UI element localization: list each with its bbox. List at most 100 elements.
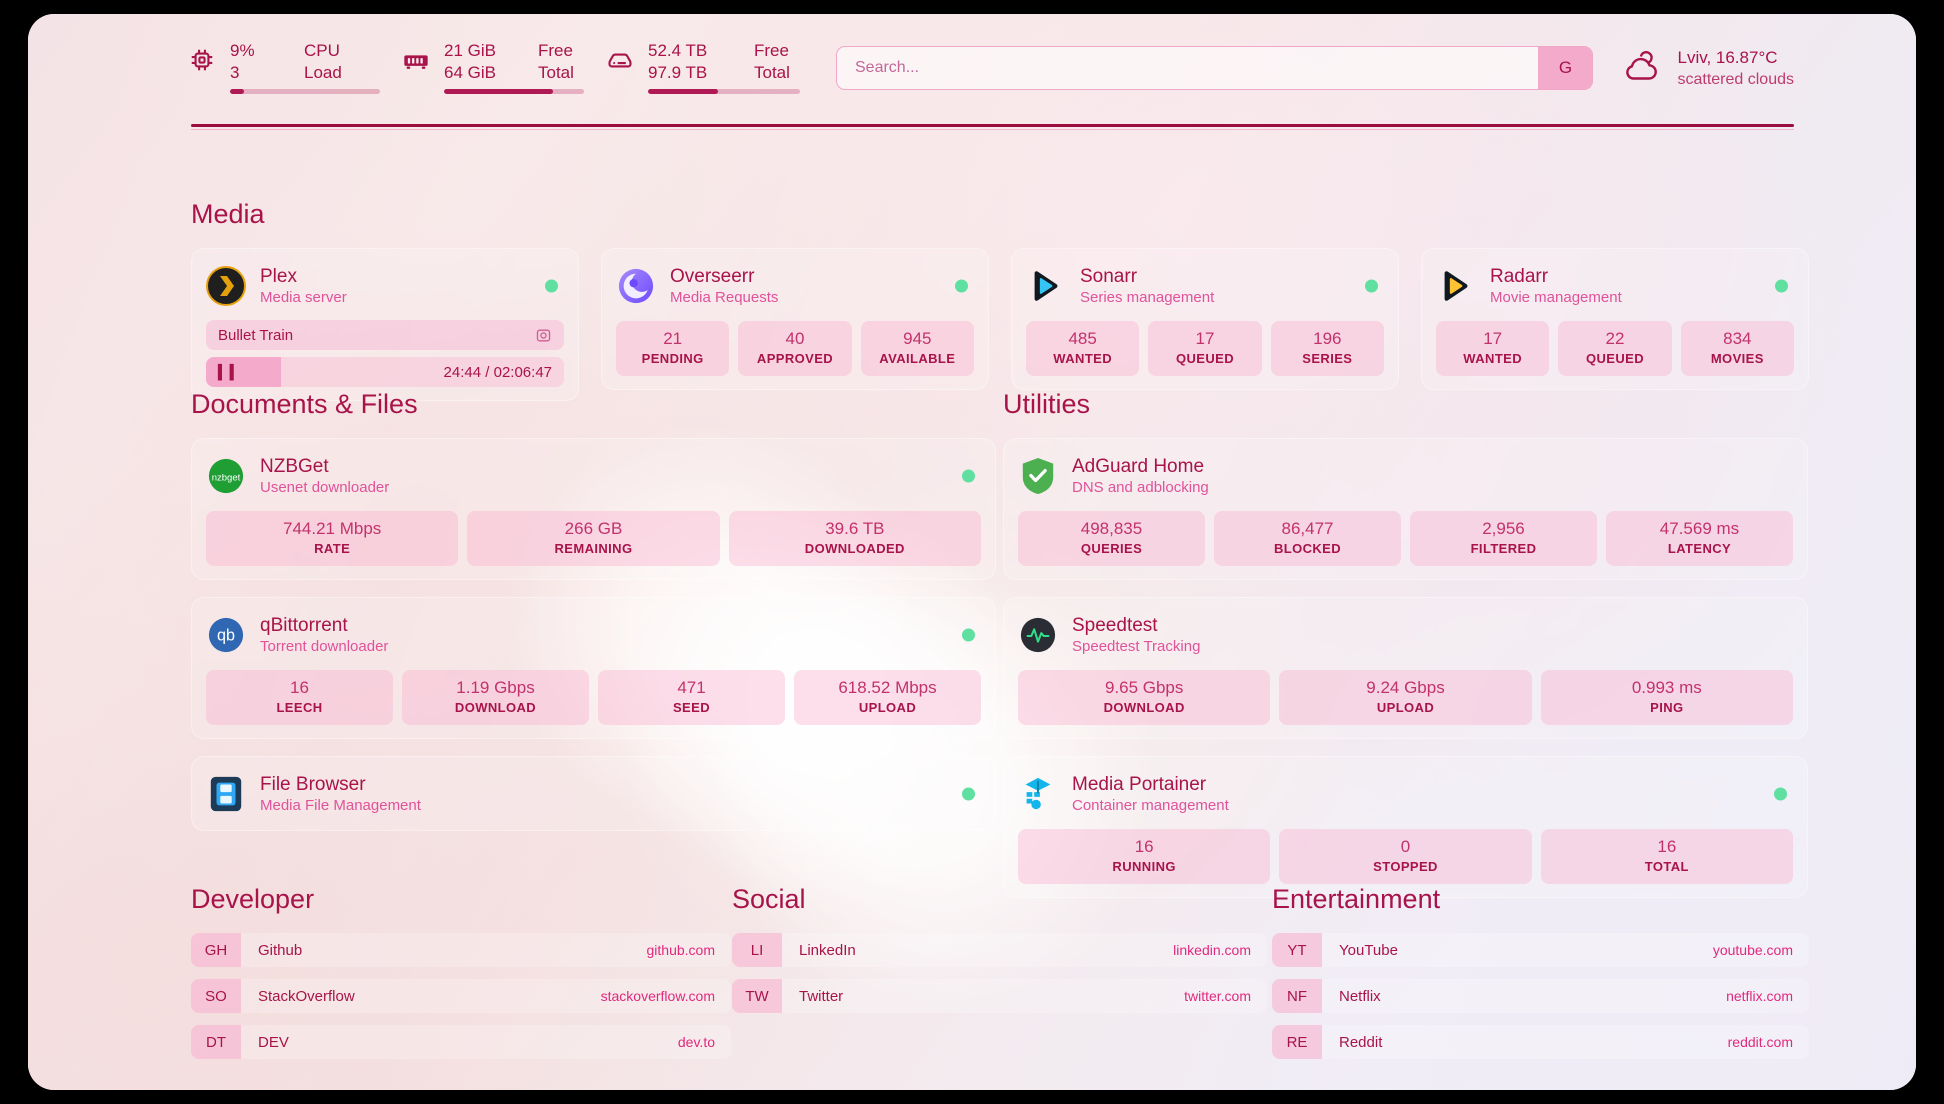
stat-chip: 40 APPROVED xyxy=(738,321,852,376)
cpu-usage-bar xyxy=(230,89,380,94)
bookmark-title-social: Social xyxy=(732,884,806,914)
file-browser-subtitle: Media File Management xyxy=(260,796,421,814)
stat-chip: 16 LEECH xyxy=(206,670,393,725)
plex-icon xyxy=(206,266,246,306)
search-submit-button[interactable]: G xyxy=(1538,47,1593,89)
weather-widget[interactable]: Lviv, 16.87°C scattered clouds xyxy=(1621,47,1794,90)
bookmark-item-reddit[interactable]: RE Reddit reddit.com xyxy=(1272,1025,1809,1059)
stat-chip: 498,835 QUERIES xyxy=(1018,511,1205,566)
stat-label: AVAILABLE xyxy=(879,351,956,366)
qbittorrent-icon: qb xyxy=(206,615,246,655)
now-playing-title: Bullet Train xyxy=(218,326,294,344)
status-indicator-online xyxy=(962,469,975,483)
stat-value: 1.19 Gbps xyxy=(456,678,535,697)
bookmark-badge: TW xyxy=(732,979,782,1013)
status-indicator-online xyxy=(962,628,975,642)
cast-icon[interactable] xyxy=(535,327,552,344)
nzbget-subtitle: Usenet downloader xyxy=(260,478,390,496)
stat-label: DOWNLOAD xyxy=(454,700,537,715)
service-card-adguard-home[interactable]: AdGuard Home DNS and adblocking 498,835 … xyxy=(1003,438,1808,580)
stat-label: QUEUED xyxy=(1585,351,1644,366)
adguard-name: AdGuard Home xyxy=(1072,455,1205,477)
portainer-name: Media Portainer xyxy=(1072,773,1207,795)
stat-label: RATE xyxy=(314,541,351,556)
stat-label: PENDING xyxy=(641,351,704,366)
stat-chip: 17 WANTED xyxy=(1436,321,1550,376)
weather-condition: scattered clouds xyxy=(1677,70,1794,88)
service-card-radarr[interactable]: Radarr Movie management 17 WANTED 22 QUE… xyxy=(1421,248,1809,390)
now-playing-progress[interactable]: ▍▍ 24:44 / 02:06:47 xyxy=(206,357,564,387)
stat-value: 39.6 TB xyxy=(825,519,885,538)
bookmark-item-youtube[interactable]: YT YouTube youtube.com xyxy=(1272,933,1809,967)
bookmark-item-netflix[interactable]: NF Netflix netflix.com xyxy=(1272,979,1809,1013)
service-card-media-portainer[interactable]: Media Portainer Container management 16 … xyxy=(1003,756,1808,898)
service-card-file-browser[interactable]: File Browser Media File Management xyxy=(191,756,996,831)
stat-label: QUEUED xyxy=(1175,351,1234,366)
bookmark-badge: SO xyxy=(191,979,241,1013)
stat-chip: 2,956 FILTERED xyxy=(1410,511,1597,566)
memory-icon xyxy=(402,46,430,74)
bookmark-url: dev.to xyxy=(677,1034,715,1050)
stat-cpu: 9% 3 CPU Load xyxy=(188,40,380,96)
dashboard-window: 9% 3 CPU Load xyxy=(28,14,1916,1090)
stat-label: SEED xyxy=(672,700,710,715)
bookmark-item-linkedin[interactable]: LI LinkedIn linkedin.com xyxy=(732,933,1267,967)
section-utilities: Utilities AdGuard Home DNS and adblockin… xyxy=(1003,389,1808,898)
cpu-label-bottom: Load xyxy=(304,63,342,82)
stat-label: WANTED xyxy=(1463,351,1523,366)
stat-value: 0 xyxy=(1400,837,1411,856)
service-card-plex[interactable]: Plex Media server Bullet Train xyxy=(191,248,579,401)
stat-label: TOTAL xyxy=(1644,859,1689,874)
stat-value: 16 xyxy=(1134,837,1154,856)
cpu-value-bottom: 3 xyxy=(230,63,240,82)
stat-chip: 0.993 ms PING xyxy=(1540,670,1793,725)
stat-chip: 471 SEED xyxy=(598,670,785,725)
service-card-overseerr[interactable]: Overseerr Media Requests 21 PENDING 40 A… xyxy=(601,248,989,390)
stat-chip: 47.569 ms LATENCY xyxy=(1606,511,1793,566)
stat-value: 2,956 xyxy=(1482,519,1525,538)
stat-chip: 1.19 Gbps DOWNLOAD xyxy=(402,670,589,725)
stat-value: 9.24 Gbps xyxy=(1366,678,1445,697)
weather-location-temp: Lviv, 16.87°C xyxy=(1677,47,1778,67)
stat-value: 471 xyxy=(677,678,706,697)
radarr-name: Radarr xyxy=(1490,265,1549,287)
overseerr-icon xyxy=(616,266,656,306)
search-bar[interactable]: G xyxy=(836,46,1594,90)
bookmark-item-stackoverflow[interactable]: SO StackOverflow stackoverflow.com xyxy=(191,979,731,1013)
memory-value-bottom: 64 GiB xyxy=(444,63,496,82)
bookmark-badge: DT xyxy=(191,1025,241,1059)
file-browser-icon xyxy=(206,774,246,814)
memory-label-bottom: Total xyxy=(538,63,574,82)
portainer-subtitle: Container management xyxy=(1072,796,1229,814)
bookmark-badge: RE xyxy=(1272,1025,1322,1059)
speedtest-name: Speedtest xyxy=(1072,614,1158,636)
bookmark-item-github[interactable]: GH Github github.com xyxy=(191,933,731,967)
search-input[interactable] xyxy=(837,47,1539,89)
stat-chip: 744.21 Mbps RATE xyxy=(206,511,459,566)
bookmark-group-developer: Developer GH Github github.com SO StackO… xyxy=(191,884,731,1071)
stat-value: 0.993 ms xyxy=(1631,678,1702,697)
cpu-value-top: 9% xyxy=(230,41,255,60)
service-card-nzbget[interactable]: nzbget NZBGet Usenet downloader 744.21 M… xyxy=(191,438,996,580)
bookmark-item-dev[interactable]: DT DEV dev.to xyxy=(191,1025,731,1059)
section-title-documents: Documents & Files xyxy=(191,389,418,419)
stat-label: STOPPED xyxy=(1373,859,1438,874)
adguard-icon xyxy=(1018,456,1058,496)
stat-value: 86,477 xyxy=(1281,519,1334,538)
stat-chip: 9.65 Gbps DOWNLOAD xyxy=(1018,670,1271,725)
service-card-speedtest[interactable]: Speedtest Speedtest Tracking 9.65 Gbps D… xyxy=(1003,597,1808,739)
stat-chip: 21 PENDING xyxy=(616,321,730,376)
status-indicator-online xyxy=(545,279,558,293)
stat-chip: 485 WANTED xyxy=(1026,321,1140,376)
stat-label: RUNNING xyxy=(1112,859,1176,874)
stat-value: 9.65 Gbps xyxy=(1104,678,1184,697)
stat-value: 485 xyxy=(1068,329,1097,348)
service-card-sonarr[interactable]: Sonarr Series management 485 WANTED 17 Q… xyxy=(1011,248,1399,390)
pause-icon[interactable]: ▍▍ xyxy=(218,363,242,380)
radarr-subtitle: Movie management xyxy=(1490,288,1622,306)
radarr-icon xyxy=(1436,266,1476,306)
stat-chip: 16 TOTAL xyxy=(1540,829,1793,884)
service-card-qbittorrent[interactable]: qb qBittorrent Torrent downloader 16 LEE… xyxy=(191,597,996,739)
bookmark-item-twitter[interactable]: TW Twitter twitter.com xyxy=(732,979,1267,1013)
stat-chip: 39.6 TB DOWNLOADED xyxy=(728,511,981,566)
